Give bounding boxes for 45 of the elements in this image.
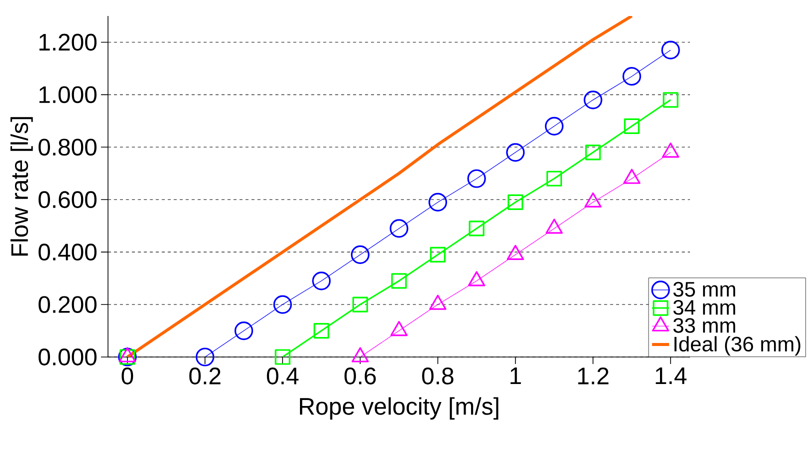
- point: [273, 295, 292, 314]
- point: [661, 40, 680, 60]
- x-axis-title: Rope velocity [m/s]: [300, 397, 498, 420]
- y-tick-label: 0.400: [38, 244, 97, 261]
- legend-label: Ideal (36 mm): [674, 336, 800, 356]
- x-tick-label: 0: [122, 368, 134, 384]
- point: [585, 144, 601, 160]
- point: [352, 296, 368, 312]
- point: [350, 245, 370, 264]
- point: [391, 273, 407, 289]
- y-tick-label: 0.600: [38, 191, 97, 208]
- x-tick-label: 0.4: [266, 368, 299, 384]
- point: [622, 67, 642, 86]
- y-tick-label: 0.000: [38, 348, 97, 366]
- point: [390, 219, 408, 238]
- point: [508, 194, 524, 210]
- point: [468, 220, 484, 236]
- point: [234, 321, 254, 340]
- legend-label: 35 mm: [673, 282, 736, 297]
- point: [467, 169, 486, 188]
- x-tick-label: 0.8: [422, 368, 454, 384]
- x-tick-label: 1.2: [578, 368, 608, 384]
- x-tick-label: 0.2: [189, 368, 220, 384]
- legend-label: 34 mm: [673, 300, 736, 315]
- x-tick-label: 0.6: [344, 368, 376, 384]
- point: [430, 246, 446, 262]
- x-tick-label: 1.4: [656, 368, 687, 384]
- legend-label: 33 mm: [673, 318, 736, 333]
- point: [546, 170, 562, 186]
- point: [428, 192, 448, 212]
- y-tick-label: 0.200: [38, 296, 97, 313]
- point: [312, 272, 331, 290]
- point: [314, 322, 330, 339]
- y-tick-label: 1.000: [39, 86, 97, 104]
- y-tick-label: 1.200: [39, 34, 97, 51]
- y-tick-label: 0.800: [38, 138, 97, 156]
- point: [624, 118, 640, 134]
- point: [662, 92, 678, 108]
- point: [274, 349, 290, 365]
- point: [196, 348, 214, 366]
- x-tick-label: 1: [510, 368, 521, 384]
- y-axis-title: Flow rate [l/s]: [10, 117, 33, 256]
- point: [544, 116, 564, 136]
- point: [506, 143, 525, 162]
- point: [584, 90, 602, 110]
